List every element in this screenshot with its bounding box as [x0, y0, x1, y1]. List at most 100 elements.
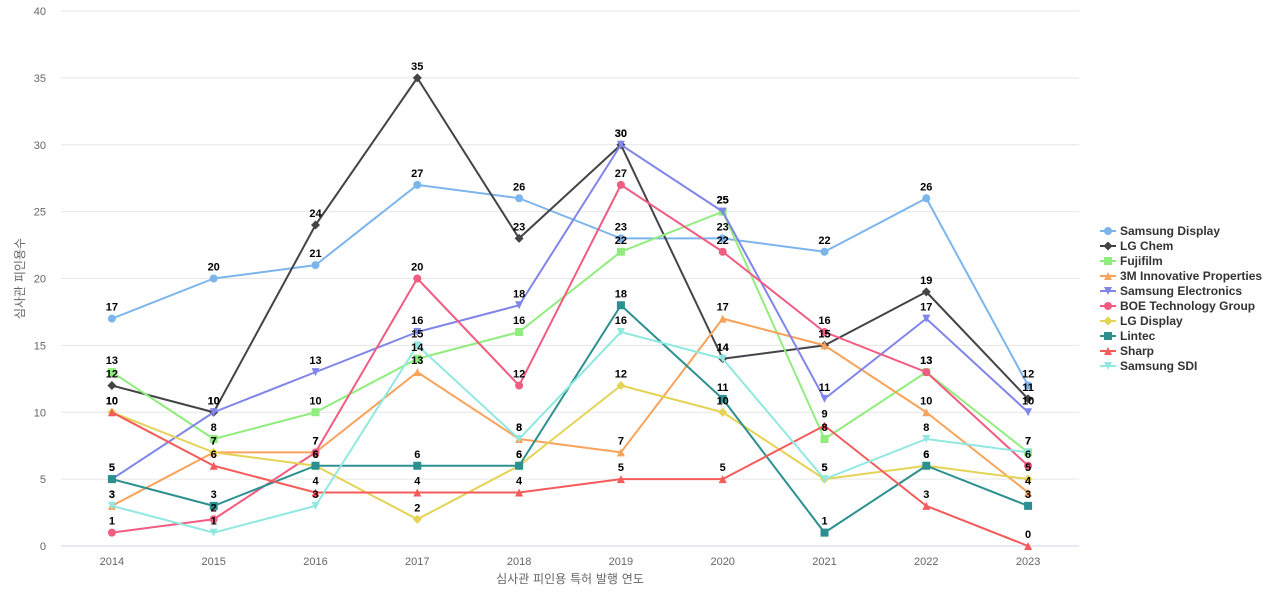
- data-label: 15: [818, 328, 830, 340]
- data-label: 2: [414, 502, 420, 514]
- data-label: 8: [821, 422, 827, 434]
- data-label: 17: [717, 302, 729, 314]
- data-label: 26: [513, 181, 525, 193]
- y-tick-label: 30: [34, 140, 46, 152]
- data-label: 22: [717, 235, 729, 247]
- data-point: [413, 488, 422, 497]
- data-point: [922, 314, 931, 323]
- data-label: 13: [309, 355, 321, 367]
- data-point: [1023, 394, 1033, 404]
- data-point: [209, 461, 218, 470]
- data-label: 4: [1025, 476, 1032, 488]
- data-label: 3: [312, 489, 318, 501]
- data-label: 20: [411, 262, 423, 274]
- data-point: [616, 140, 625, 149]
- data-label: 3: [1025, 489, 1031, 501]
- legend-item[interactable]: Sharp: [1100, 344, 1154, 358]
- data-point: [107, 368, 116, 377]
- data-label: 23: [615, 221, 627, 233]
- data-label: 0: [1025, 529, 1031, 541]
- legend-label: 3M Innovative Properties: [1120, 269, 1262, 283]
- data-point: [515, 461, 524, 470]
- series-line: [110, 317, 1030, 507]
- data-label: 23: [513, 221, 525, 233]
- data-label: 7: [211, 435, 217, 447]
- data-label: 1: [821, 516, 827, 528]
- series-line: [110, 76, 1030, 414]
- legend-item[interactable]: Samsung Electronics: [1100, 284, 1242, 298]
- data-label: 7: [312, 435, 318, 447]
- data-point: [1024, 542, 1033, 550]
- data-point: [616, 448, 625, 457]
- legend-marker: [1104, 302, 1112, 310]
- data-label: 10: [208, 395, 220, 407]
- data-point: [311, 408, 320, 417]
- data-label: 5: [1025, 462, 1031, 474]
- y-tick-label: 35: [34, 73, 46, 85]
- legend-item[interactable]: LG Chem: [1100, 239, 1173, 253]
- data-point: [820, 435, 829, 443]
- data-label: 4: [516, 476, 523, 488]
- data-point: [616, 180, 625, 189]
- data-point: [718, 475, 727, 484]
- series-lines: [107, 73, 1033, 550]
- data-point: [515, 194, 524, 203]
- data-point: [107, 475, 116, 484]
- series-line: [110, 183, 1030, 534]
- data-point: [922, 408, 931, 417]
- legend-item[interactable]: Lintec: [1100, 329, 1156, 343]
- data-label: 8: [516, 422, 522, 434]
- data-label: 3: [109, 489, 115, 501]
- data-point: [922, 435, 931, 443]
- data-label: 5: [821, 462, 827, 474]
- x-tick-label: 2014: [100, 556, 124, 568]
- series-line: [110, 210, 1030, 454]
- data-point: [616, 328, 625, 336]
- data-label: 6: [923, 449, 929, 461]
- legend-label: Samsung Display: [1120, 224, 1220, 238]
- data-point: [107, 314, 116, 323]
- data-point: [820, 528, 829, 537]
- legend-item[interactable]: 3M Innovative Properties: [1100, 269, 1262, 283]
- legend-item[interactable]: Samsung SDI: [1100, 359, 1197, 373]
- data-point: [1024, 408, 1033, 417]
- data-label: 5: [109, 462, 115, 474]
- data-label: 7: [1025, 435, 1031, 447]
- legend-item[interactable]: Samsung Display: [1100, 224, 1220, 238]
- data-point: [616, 234, 625, 243]
- legend-item[interactable]: LG Display: [1100, 314, 1183, 328]
- data-label: 10: [1022, 395, 1034, 407]
- legend-marker: [1104, 257, 1112, 265]
- data-label: 7: [1025, 435, 1031, 447]
- data-label: 11: [1022, 382, 1034, 394]
- data-label: 18: [615, 288, 627, 300]
- data-label: 22: [615, 235, 627, 247]
- data-label: 10: [208, 395, 220, 407]
- data-point: [718, 314, 727, 323]
- data-point: [616, 301, 625, 310]
- data-point: [514, 233, 524, 243]
- data-point: [922, 501, 931, 510]
- data-label: 35: [411, 61, 423, 73]
- data-label: 3: [923, 489, 929, 501]
- legend-label: Samsung Electronics: [1120, 284, 1242, 298]
- series-line: [110, 331, 1030, 534]
- data-point: [922, 368, 931, 377]
- legend-item[interactable]: Fujifilm: [1100, 254, 1163, 268]
- legend-marker: [1104, 287, 1112, 295]
- series-line: [110, 411, 1030, 547]
- data-point: [718, 207, 727, 216]
- data-label: 10: [717, 395, 729, 407]
- legend-item[interactable]: BOE Technology Group: [1100, 299, 1255, 313]
- data-label: 7: [312, 435, 318, 447]
- x-tick-label: 2023: [1016, 556, 1040, 568]
- x-axis-title: 심사관 피인용 특허 발행 연도: [496, 571, 644, 586]
- data-point: [1024, 461, 1033, 470]
- data-label: 5: [720, 462, 726, 474]
- data-point: [1023, 474, 1033, 484]
- data-label: 3: [109, 489, 115, 501]
- data-label: 14: [411, 342, 424, 354]
